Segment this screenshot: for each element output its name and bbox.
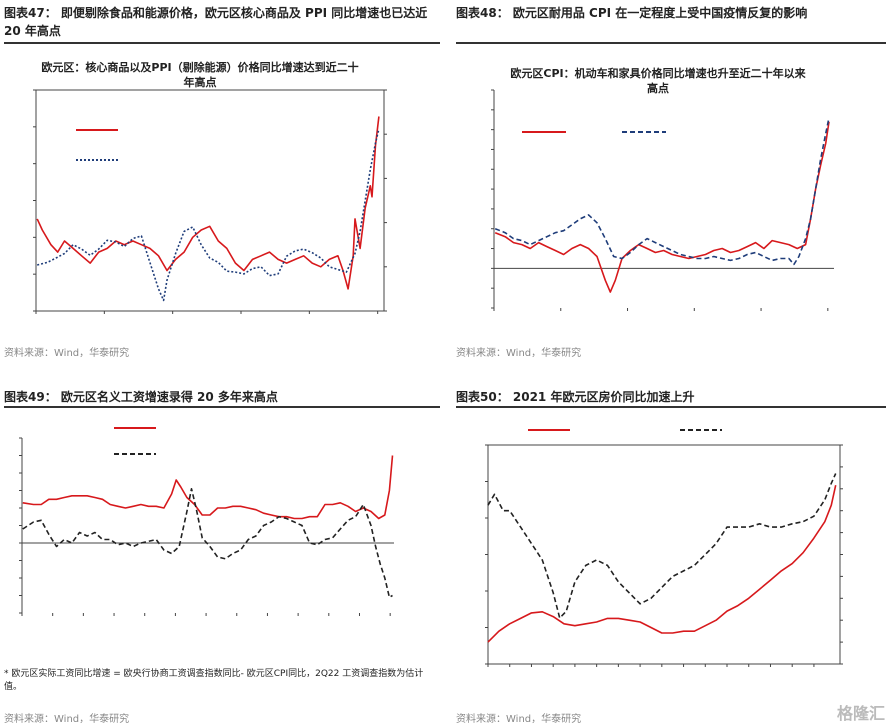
panel-title: 图表47： 即便剔除食品和能源价格，欧元区核心商品及 PPI 同比增速也已达近 … <box>4 6 428 38</box>
chart-title-text: 欧元区：核心商品以及PPI（剔除能源）价格同比增速达到近二十年高点 <box>41 61 359 89</box>
chart-durable-cpi: 欧元区CPI：机动车和家具价格同比增速也升至近二十年以来高点 <box>491 67 834 311</box>
source-note: 资料来源：Wind，华泰研究 <box>456 714 582 725</box>
source-note: 资料来源：Wind，华泰研究 <box>4 348 130 359</box>
series-line-1 <box>487 485 837 643</box>
plot-frame <box>35 89 385 312</box>
watermark-logo: 格隆汇 <box>836 704 885 723</box>
panel-title: 图表48： 欧元区耐用品 CPI 在一定程度上受中国疫情反复的影响 <box>456 6 808 20</box>
title-divider <box>456 406 886 408</box>
panel-title: 图表49： 欧元区名义工资增速录得 20 多年来高点 <box>4 390 278 404</box>
series-line-1 <box>36 116 380 290</box>
source-note: 资料来源：Wind，华泰研究 <box>456 348 582 359</box>
title-divider <box>4 406 440 408</box>
footnote-text: * 欧元区实际工资同比增速 = 欧央行协商工资调查指数同比- 欧元区CPI同比，… <box>4 669 424 692</box>
series-line-2 <box>22 488 393 599</box>
series-line-2 <box>494 117 830 266</box>
series-line-2 <box>37 128 380 302</box>
series-line-2 <box>487 473 837 619</box>
chart-wage-growth: * 欧元区实际工资同比增速 = 欧央行协商工资调查指数同比- 欧元区CPI同比，… <box>4 427 424 692</box>
series-line-1 <box>494 121 830 293</box>
chart-core-goods-ppi: 欧元区：核心商品以及PPI（剔除能源）价格同比增速达到近二十年高点 <box>33 61 387 314</box>
footnote: * 欧元区实际工资同比增速 = 欧央行协商工资调查指数同比- 欧元区CPI同比，… <box>4 669 424 692</box>
panel-title: 图表50： 2021 年欧元区房价同比加速上升 <box>456 390 695 404</box>
series-line-1 <box>22 455 394 520</box>
chart-house-prices <box>485 429 843 667</box>
chart-title-text: 欧元区CPI：机动车和家具价格同比增速也升至近二十年以来高点 <box>510 67 806 95</box>
title-divider <box>4 42 440 44</box>
title-divider <box>456 42 886 44</box>
plot-frame <box>487 444 841 665</box>
source-note: 资料来源：Wind，华泰研究 <box>4 714 130 725</box>
chart-title: 欧元区：核心商品以及PPI（剔除能源）价格同比增速达到近二十年高点 <box>41 61 359 89</box>
chart-title: 欧元区CPI：机动车和家具价格同比增速也升至近二十年以来高点 <box>510 67 806 95</box>
